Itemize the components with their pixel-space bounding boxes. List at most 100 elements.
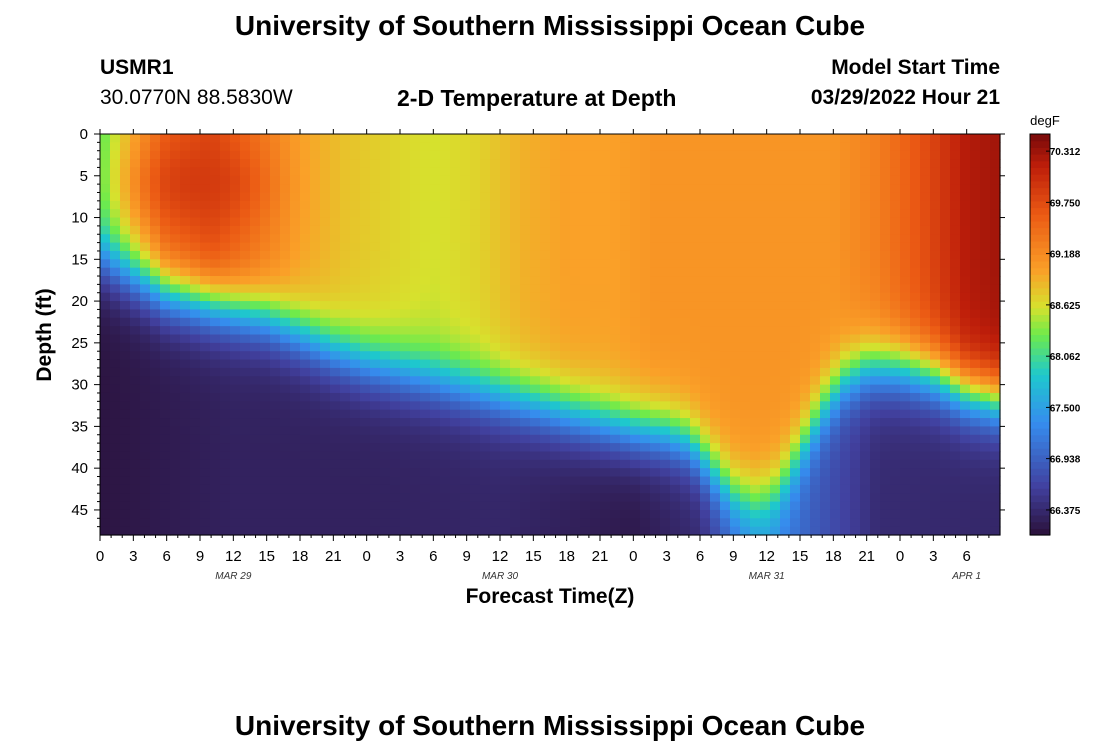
heat-cell — [880, 167, 891, 177]
heat-cell — [470, 518, 481, 528]
heat-cell — [220, 334, 231, 344]
heat-cell — [350, 134, 361, 143]
heat-cell — [700, 225, 711, 235]
heat-cell — [940, 384, 951, 394]
heat-cell — [870, 192, 881, 202]
heat-cell — [950, 292, 961, 302]
heat-cell — [280, 434, 291, 444]
heat-cell — [400, 451, 411, 461]
heat-cell — [450, 167, 461, 177]
heat-cell — [750, 250, 761, 260]
heat-cell — [880, 301, 891, 311]
heat-cell — [140, 309, 151, 319]
heat-cell — [320, 267, 331, 277]
colorbar-swatch — [1030, 134, 1050, 142]
heat-cell — [560, 167, 571, 177]
heat-cell — [600, 501, 611, 511]
heat-cell — [200, 209, 211, 219]
heat-cell — [890, 134, 901, 143]
heat-cell — [210, 301, 221, 311]
heat-cell — [360, 326, 371, 336]
heat-cell — [160, 250, 171, 260]
heat-cell — [860, 326, 871, 336]
heat-cell — [810, 184, 821, 194]
heat-cell — [660, 250, 671, 260]
heat-cell — [110, 476, 121, 486]
heat-cell — [500, 484, 511, 494]
heat-cell — [170, 159, 181, 169]
heat-cell — [410, 159, 421, 169]
heat-cell — [460, 267, 471, 277]
heat-cell — [630, 242, 641, 252]
heat-cell — [510, 301, 521, 311]
heat-cell — [470, 150, 481, 160]
heat-cell — [110, 159, 121, 169]
heat-cell — [700, 142, 711, 152]
heat-cell — [190, 359, 201, 369]
heat-cell — [920, 484, 931, 494]
heat-cell — [340, 317, 351, 327]
heat-cell — [410, 501, 421, 511]
heat-cell — [310, 418, 321, 427]
heat-cell — [820, 526, 831, 536]
heat-cell — [480, 259, 491, 269]
heat-cell — [300, 476, 311, 486]
heat-cell — [460, 317, 471, 327]
heat-cell — [900, 509, 911, 519]
heat-cell — [530, 501, 541, 511]
heat-cell — [270, 459, 281, 469]
heat-cell — [340, 493, 351, 503]
heat-cell — [430, 259, 441, 269]
heat-cell — [740, 509, 751, 519]
heat-cell — [930, 317, 941, 327]
heat-cell — [380, 284, 391, 294]
heat-cell — [270, 484, 281, 494]
heat-cell — [260, 217, 271, 227]
heat-cell — [350, 426, 361, 436]
heat-cell — [500, 225, 511, 235]
colorbar-swatch — [1030, 147, 1050, 155]
heat-cell — [460, 509, 471, 519]
heat-cell — [290, 392, 301, 402]
x-tick-label: 21 — [592, 548, 609, 565]
heat-cell — [650, 359, 661, 369]
heat-cell — [520, 217, 531, 227]
heat-cell — [190, 426, 201, 436]
heat-cell — [620, 434, 631, 444]
heat-cell — [750, 209, 761, 219]
heat-cell — [260, 175, 271, 185]
heat-cell — [190, 392, 201, 402]
heat-cell — [140, 418, 151, 427]
heat-cell — [910, 276, 921, 285]
heat-cell — [190, 334, 201, 344]
heat-cell — [890, 501, 901, 511]
heat-cell — [660, 192, 671, 202]
heat-cell — [960, 326, 971, 336]
heat-cell — [140, 484, 151, 494]
heat-cell — [440, 359, 451, 369]
heat-cell — [580, 142, 591, 152]
heat-cell — [870, 526, 881, 536]
heat-cell — [930, 200, 941, 210]
heat-cell — [880, 250, 891, 260]
heat-cell — [900, 426, 911, 436]
heat-cell — [960, 175, 971, 185]
heat-cell — [460, 351, 471, 361]
heat-cell — [710, 526, 721, 536]
heat-cell — [570, 509, 581, 519]
heat-cell — [500, 301, 511, 311]
heat-cell — [140, 250, 151, 260]
heat-cell — [760, 484, 771, 494]
heat-cell — [630, 142, 641, 152]
heat-cell — [600, 217, 611, 227]
heat-cell — [420, 242, 431, 252]
heat-cell — [370, 209, 381, 219]
heat-cell — [850, 309, 861, 319]
heat-cell — [530, 384, 541, 394]
heat-cell — [470, 175, 481, 185]
heat-cell — [800, 225, 811, 235]
heat-cell — [900, 468, 911, 478]
heat-cell — [290, 384, 301, 394]
heat-cell — [170, 317, 181, 327]
heat-cell — [840, 459, 851, 469]
